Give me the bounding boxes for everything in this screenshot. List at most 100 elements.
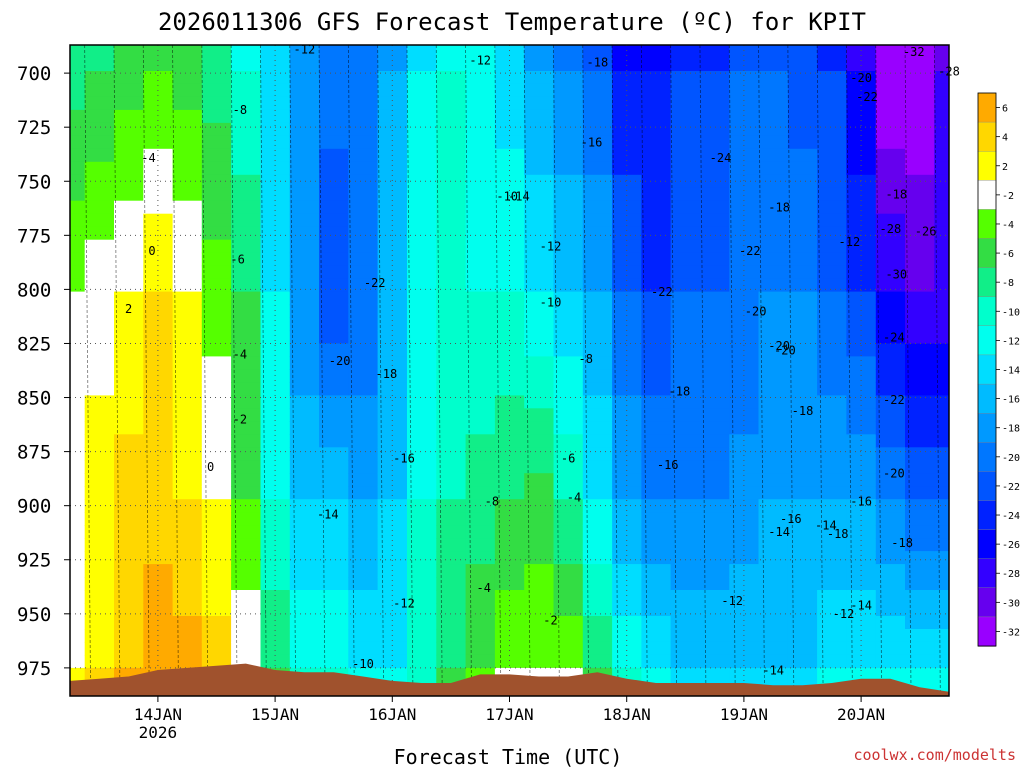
field-cell — [348, 291, 379, 306]
field-cell — [875, 551, 906, 565]
field-cell — [524, 330, 555, 345]
field-cell — [787, 408, 818, 422]
temperature-field — [70, 45, 949, 696]
field-cell — [641, 641, 672, 656]
field-cell — [934, 551, 949, 565]
isotherm-line — [318, 45, 326, 696]
colorbar-label: -12 — [1002, 336, 1020, 347]
field-cell — [319, 603, 349, 617]
field-cell — [114, 603, 144, 617]
field-cell — [70, 408, 86, 422]
field-cell — [143, 109, 174, 124]
field-cell — [787, 96, 818, 111]
field-cell — [319, 629, 349, 643]
field-cell — [407, 343, 437, 358]
field-cell — [524, 512, 555, 526]
field-cell — [289, 252, 320, 267]
field-cell — [143, 356, 174, 370]
field-cell — [436, 629, 467, 643]
field-cell — [70, 161, 86, 176]
field-cell — [670, 71, 701, 85]
field-cell — [84, 174, 115, 189]
field-cell — [582, 45, 613, 59]
field-cell — [114, 525, 144, 539]
field-cell — [670, 330, 701, 345]
field-cell — [70, 616, 86, 630]
contour-label: -18 — [768, 201, 790, 215]
field-cell — [817, 408, 847, 422]
colorbar-swatch — [977, 442, 997, 473]
field-cell — [905, 395, 935, 409]
field-cell — [700, 447, 730, 461]
field-cell — [758, 239, 789, 254]
field-cell — [934, 667, 949, 682]
contour-label: 2 — [125, 302, 132, 316]
field-cell — [70, 395, 86, 409]
field-cell — [465, 564, 496, 578]
colorbar-swatch — [977, 238, 997, 269]
y-tick-label: 925 — [17, 550, 51, 572]
field-cell — [289, 45, 320, 59]
field-cell — [641, 408, 672, 422]
field-cell — [934, 512, 949, 526]
field-cell — [729, 252, 760, 267]
field-cell — [905, 58, 935, 72]
field-cell — [348, 538, 379, 552]
field-cell — [436, 174, 467, 189]
field-cell — [70, 71, 86, 85]
field-cell — [641, 71, 672, 85]
field-cell — [143, 252, 174, 267]
field-cell — [289, 122, 320, 137]
credit-link[interactable]: coolwx.com/modelts — [853, 746, 1016, 764]
field-cell — [319, 486, 349, 500]
field-cell — [231, 434, 261, 448]
field-cell — [670, 447, 701, 461]
field-cell — [436, 434, 467, 448]
field-cell — [201, 109, 232, 124]
field-cell — [641, 538, 672, 552]
field-cell — [670, 369, 701, 383]
field-cell — [670, 96, 701, 111]
field-cell — [905, 654, 935, 669]
field-cell — [787, 239, 818, 254]
field-cell — [289, 590, 320, 604]
field-cell — [70, 538, 86, 552]
field-cell — [172, 629, 203, 643]
contour-label: -4 — [233, 348, 247, 362]
field-cell — [201, 58, 232, 72]
field-cell — [875, 590, 906, 604]
field-cell — [934, 577, 949, 591]
field-cell — [787, 317, 818, 332]
isotherm-line — [289, 45, 297, 696]
field-cell — [84, 122, 115, 137]
field-cell — [172, 641, 203, 656]
field-cell — [407, 447, 437, 461]
field-cell — [875, 382, 906, 396]
field-cell — [377, 239, 408, 254]
colorbar-swatch — [977, 267, 997, 298]
field-cell — [582, 538, 613, 552]
field-cell — [758, 641, 789, 656]
field-cell — [934, 616, 949, 630]
field-cell — [114, 499, 144, 513]
field-cell — [787, 278, 818, 293]
field-cell — [846, 512, 877, 526]
field-cell — [319, 421, 349, 435]
field-cell — [348, 265, 379, 280]
field-cell — [465, 421, 496, 435]
field-cell — [641, 629, 672, 643]
field-cell — [612, 226, 642, 241]
field-cell — [70, 525, 86, 539]
field-cell — [758, 382, 789, 396]
field-cell — [70, 343, 86, 358]
field-cell — [875, 343, 906, 358]
field-cell — [875, 577, 906, 591]
field-cell — [407, 58, 437, 72]
field-cell — [700, 395, 730, 409]
field-cell — [348, 486, 379, 500]
field-cell — [670, 304, 701, 319]
field-cell — [612, 122, 642, 137]
field-cell — [846, 122, 877, 137]
field-cell — [377, 317, 408, 332]
field-cell — [465, 616, 496, 630]
